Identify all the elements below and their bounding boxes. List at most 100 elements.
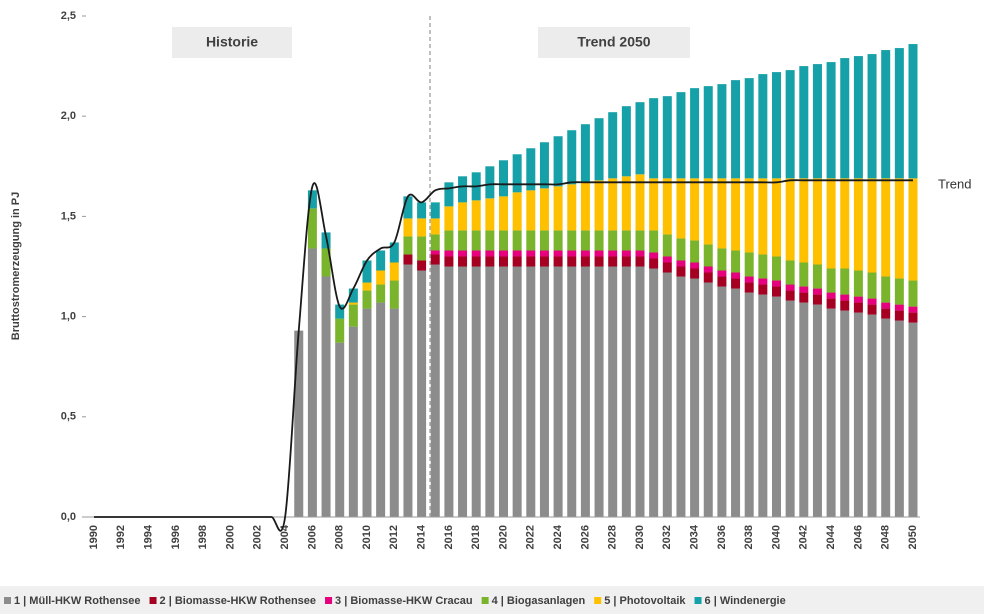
bar-segment [580,230,590,251]
bar-segment [717,178,727,249]
bar-segment [853,270,863,297]
bar-segment [471,250,481,257]
bar-segment [526,250,536,257]
bar-segment [567,230,577,251]
bar-segment [908,312,918,323]
x-tick-label: 2040 [770,525,782,549]
bar-segment [321,248,331,277]
bar-segment [881,276,891,303]
bar-segment [608,178,618,231]
bar-segment [580,256,590,267]
bar-segment [744,282,754,293]
bar-segment [580,124,590,183]
x-tick-label: 2044 [825,524,837,549]
bar-segment [649,98,659,179]
bar-segment [649,178,659,231]
bar-segment [417,218,427,237]
bar-segment [853,312,863,517]
bar-segment [621,230,631,251]
bar-segment [826,268,836,293]
bar-segment [812,294,822,305]
bar-segment [430,202,440,219]
bar-segment [389,280,399,309]
bar-segment [649,252,659,259]
bar-segment [499,250,508,257]
bar-segment [662,256,672,263]
bar-segment [826,62,836,179]
bar-segment [785,260,795,285]
bar-segment [744,178,754,253]
bar-segment [567,266,577,517]
bar-segment [826,178,836,269]
bar-segment [758,284,768,295]
x-tick-label: 2012 [388,525,400,549]
bar-segment [389,262,399,281]
bar-segment [307,248,317,518]
bar-segment [894,320,904,517]
bar-segment [635,250,645,257]
annotation: Trend 2050 [577,34,650,50]
bar-segment [580,182,590,231]
legend-label: 4 | Biogasanlagen [492,595,586,607]
bar-segment [758,278,768,285]
bar-segment [758,254,768,279]
bar-segment [376,284,386,303]
bar-segment [662,178,672,235]
legend-swatch [481,597,489,604]
bar-segment [867,314,877,517]
bar-segment [867,304,877,315]
bar-segment [403,236,413,255]
bar-segment [676,92,686,179]
bar-segment [731,288,741,517]
bar-segment [553,256,563,267]
bar-segment [335,318,345,343]
bar-segment [512,230,522,251]
bar-segment [335,304,345,319]
bar-segment [744,292,754,517]
bar-segment [403,254,413,265]
bar-segment [649,258,659,269]
bar-segment [594,250,604,257]
bar-segment [389,242,399,263]
bar-segment [471,200,481,231]
bar-segment [690,178,700,241]
bar-segment [430,264,440,517]
bar-segment [458,176,468,203]
bar-segment [594,230,604,251]
bar-segment [430,234,440,251]
x-tick-label: 1994 [143,524,155,549]
annotation-box [538,27,690,58]
bar-segment [690,88,700,179]
y-tick-label: 2,0 [61,110,76,122]
bar-segment [731,178,741,251]
bar-segment [717,276,727,287]
bar-segment [635,230,645,251]
bar-segment [785,70,795,179]
bar-segment [676,238,686,261]
bar-segment [594,256,604,267]
bar-segment [499,256,508,267]
bar-segment [772,72,781,179]
bar-segment [594,118,604,181]
bar-segment [417,202,427,219]
bar-segment [894,178,904,279]
bar-segment [362,282,372,291]
bar-segment [580,266,590,517]
bar-segment [772,280,781,287]
x-tick-label: 2048 [880,525,892,549]
bar-segment [908,280,918,307]
x-tick-label: 2032 [661,525,673,549]
bar-segment [894,304,904,311]
bar-segment [799,286,809,293]
bar-segment [417,236,427,261]
bar-segment [676,260,686,267]
bar-segment [430,250,440,255]
y-tick-label: 1,5 [61,210,76,222]
bar-segment [539,266,549,517]
bar-segment [881,302,891,309]
bar-segment [812,304,822,517]
bar-segment [881,308,891,319]
bar-segment [785,284,795,291]
annotation: Historie [206,34,258,50]
bar-segment [785,300,795,517]
